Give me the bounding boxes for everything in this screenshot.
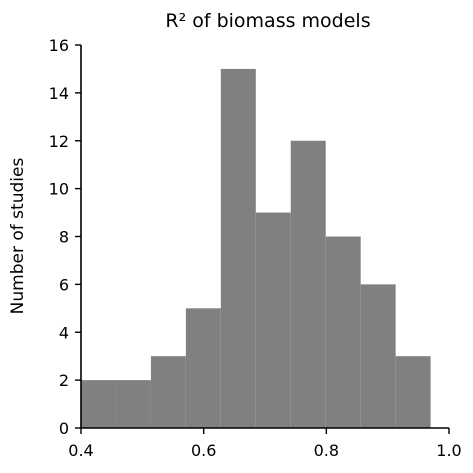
y-tick-label: 0 xyxy=(59,419,69,438)
histogram-bar xyxy=(360,284,396,428)
histogram-bar xyxy=(325,236,361,428)
y-tick-label: 16 xyxy=(49,36,69,55)
y-axis-label: Number of studies xyxy=(8,158,28,315)
x-tick-label: 0.6 xyxy=(191,441,216,460)
histogram-bar xyxy=(81,380,116,428)
x-tick-label: 1.0 xyxy=(436,441,461,460)
y-tick-label: 6 xyxy=(59,275,69,294)
histogram-bar xyxy=(150,356,186,428)
x-tick-label: 0.8 xyxy=(314,441,339,460)
histogram-bar xyxy=(290,140,326,428)
x-tick-label: 0.4 xyxy=(68,441,93,460)
histogram-bar xyxy=(255,212,291,428)
y-tick-label: 14 xyxy=(49,84,69,103)
chart-title: R² of biomass models xyxy=(165,10,370,32)
y-tick-label: 10 xyxy=(49,180,69,199)
x-ticks-group: 0.4 0.6 0.8 1.0 xyxy=(68,428,462,460)
histogram-bar xyxy=(185,308,221,428)
y-tick-label: 2 xyxy=(59,371,69,390)
y-tick-label: 12 xyxy=(49,132,69,151)
bars-group xyxy=(81,68,431,428)
histogram-bar xyxy=(220,68,256,428)
y-tick-label: 4 xyxy=(59,323,69,342)
histogram-bar xyxy=(395,356,431,428)
y-tick-label: 8 xyxy=(59,228,69,247)
y-ticks-group: 0 2 4 6 8 10 12 14 16 xyxy=(49,36,81,438)
histogram-bar xyxy=(115,380,151,428)
